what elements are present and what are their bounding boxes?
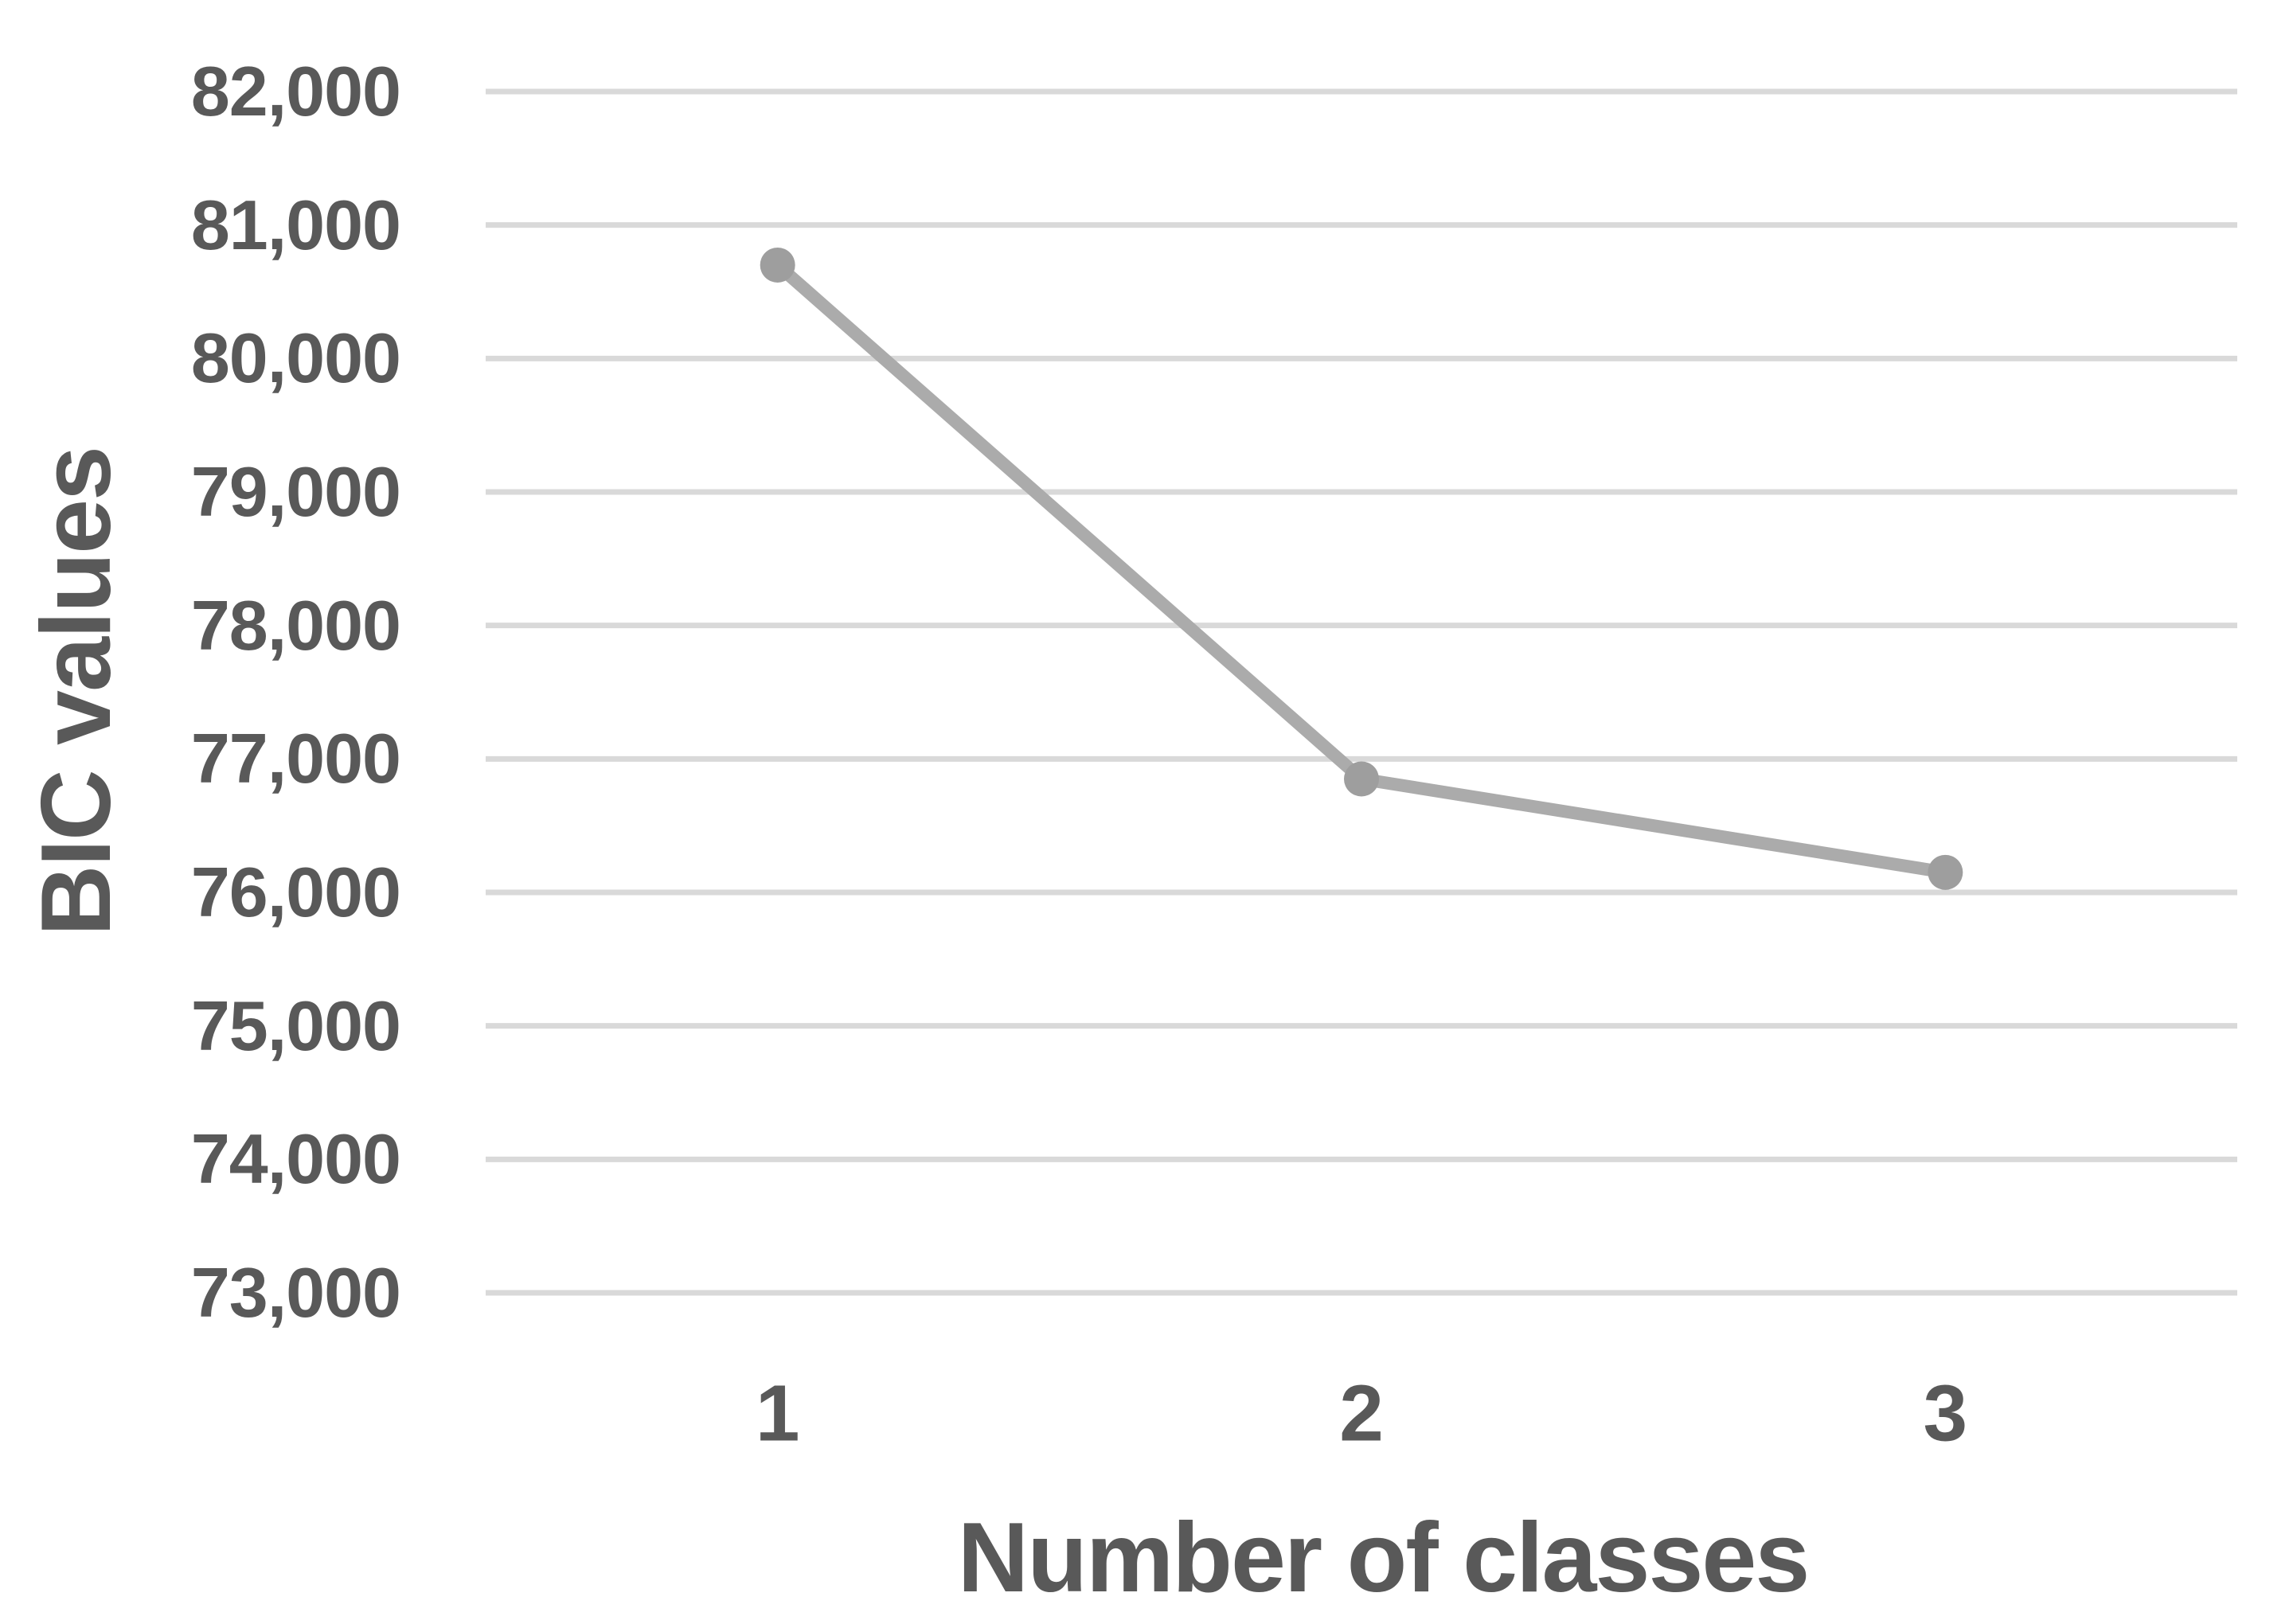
data-point-marker: [1344, 761, 1379, 797]
y-tick-label: 82,000: [190, 52, 401, 131]
y-tick-label: 79,000: [190, 452, 401, 531]
data-point-marker: [760, 247, 795, 283]
y-tick-label: 76,000: [190, 853, 401, 931]
y-tick-label: 81,000: [190, 185, 401, 264]
y-tick-label: 73,000: [190, 1253, 401, 1332]
data-point-marker: [1928, 854, 1963, 890]
y-tick-label: 75,000: [190, 986, 401, 1065]
y-tick-label: 74,000: [190, 1119, 401, 1199]
y-tick-label: 78,000: [190, 585, 401, 665]
x-axis-title: Number of classes: [957, 1503, 1811, 1613]
y-tick-label: 80,000: [190, 318, 401, 398]
x-tick-label: 1: [755, 1368, 800, 1458]
x-tick-label: 3: [1923, 1368, 1968, 1458]
x-tick-label: 2: [1339, 1368, 1384, 1458]
y-tick-label: 77,000: [190, 719, 401, 798]
